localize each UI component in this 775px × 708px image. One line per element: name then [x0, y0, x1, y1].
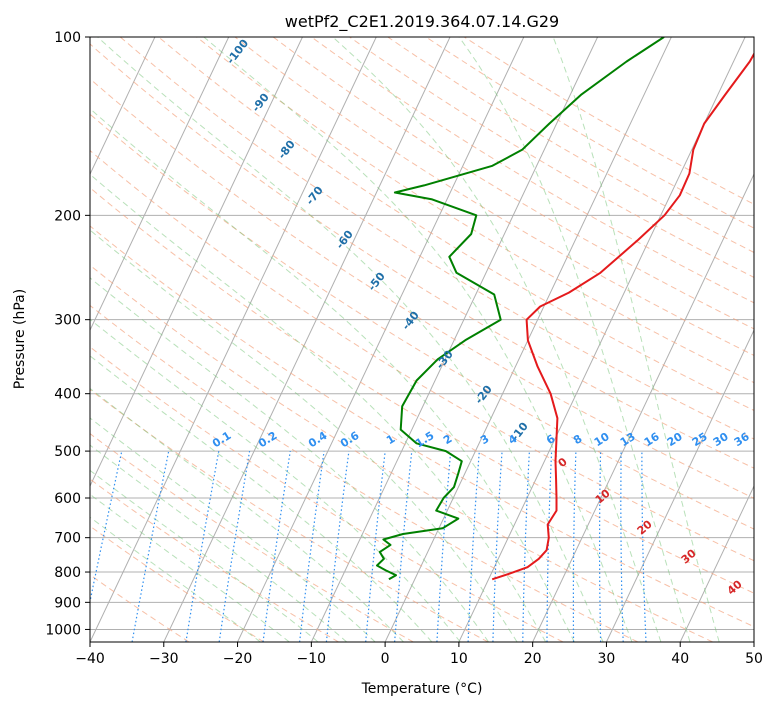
grid-layer [0, 37, 754, 642]
mixing-ratio-line [90, 450, 123, 605]
y-tick-label: 300 [54, 313, 81, 329]
moist-adiabat [90, 516, 261, 642]
x-tick-label: 30 [598, 651, 616, 667]
x-tick-label: 40 [671, 651, 689, 667]
moist-adiabat [458, 37, 691, 642]
moist-adiabat [90, 387, 404, 642]
x-tick-label: −40 [75, 651, 105, 667]
dewpoint-profile-line [376, 37, 665, 581]
moist-adiabat [90, 318, 461, 642]
x-tick-label: −20 [223, 651, 253, 667]
dry-adiabat [90, 187, 754, 594]
dry-adiabat [90, 525, 265, 642]
isotherm-gridline [90, 37, 377, 642]
moist-adiabat [90, 173, 547, 642]
y-tick-label: 600 [54, 491, 81, 507]
isotherm-gridline [237, 37, 525, 642]
mixing-ratio-line [262, 451, 291, 642]
dry-adiabat [90, 149, 754, 562]
moist-adiabat [90, 229, 518, 642]
moist-adiabat [90, 417, 376, 642]
y-tick-label: 400 [54, 387, 81, 403]
dry-adiabat [90, 264, 713, 642]
x-axis-label: Temperature (°C) [361, 681, 483, 697]
moist-adiabat [90, 355, 433, 642]
moist-adiabat [90, 277, 490, 642]
mixing-ratio-line [185, 450, 220, 642]
moist-adiabat [331, 37, 662, 642]
moist-adiabat [96, 37, 604, 642]
x-tick-label: 20 [524, 651, 542, 667]
y-tick-label: 1000 [45, 622, 81, 638]
y-tick-label: 100 [54, 30, 81, 46]
moist-adiabat [203, 37, 633, 642]
series-layer [376, 37, 754, 581]
dry-adiabat [119, 37, 754, 440]
isotherm-gridline [90, 37, 156, 176]
dry-adiabat [196, 37, 754, 384]
dry-adiabat [90, 78, 754, 499]
x-tick-label: 0 [381, 651, 390, 667]
mixing-ratio-line [131, 450, 170, 642]
dry-adiabat [90, 225, 754, 628]
x-tick-label: −10 [297, 651, 327, 667]
dry-adiabat [234, 37, 754, 356]
y-tick-label: 200 [54, 208, 81, 224]
plot-border [89, 36, 755, 643]
isotherm-gridline [0, 37, 7, 642]
isotherm-gridline [90, 37, 230, 332]
isotherm-gridline [679, 484, 754, 642]
dry-adiabat [272, 37, 754, 330]
dry-adiabat [90, 389, 489, 642]
y-tick-label: 500 [54, 444, 81, 460]
mixing-ratio-line [218, 451, 251, 642]
moist-adiabat [90, 444, 348, 642]
isotherm-gridline [163, 37, 451, 642]
x-tick-label: 10 [450, 651, 468, 667]
chart-title: wetPf2_C2E1.2019.364.07.14.G29 [285, 12, 559, 32]
isotherm-gridline [753, 640, 754, 642]
dry-adiabat [158, 37, 754, 412]
dry-adiabat [90, 346, 564, 642]
y-axis-label: Pressure (hPa) [12, 289, 28, 389]
y-tick-label: 700 [54, 531, 81, 547]
axis-layer: −40 −30 −20 −10 0 10 20 30 40 50 100 200 300 400 500 60… [45, 30, 763, 667]
dry-adiabat [90, 43, 754, 469]
x-tick-label: 50 [745, 651, 763, 667]
y-tick-label: 900 [54, 595, 81, 611]
mixing-ratio-line [299, 451, 325, 642]
isotherm-gridline [90, 37, 303, 488]
isotherm-gridline [532, 173, 754, 642]
y-tick-label: 800 [54, 565, 81, 581]
dry-adiabat [90, 113, 754, 530]
temperature-profile-line [491, 52, 754, 581]
isotherm-gridline [605, 328, 754, 642]
x-tick-label: −30 [149, 651, 179, 667]
mixing-ratio-line [325, 451, 350, 642]
moist-adiabat [552, 37, 720, 642]
